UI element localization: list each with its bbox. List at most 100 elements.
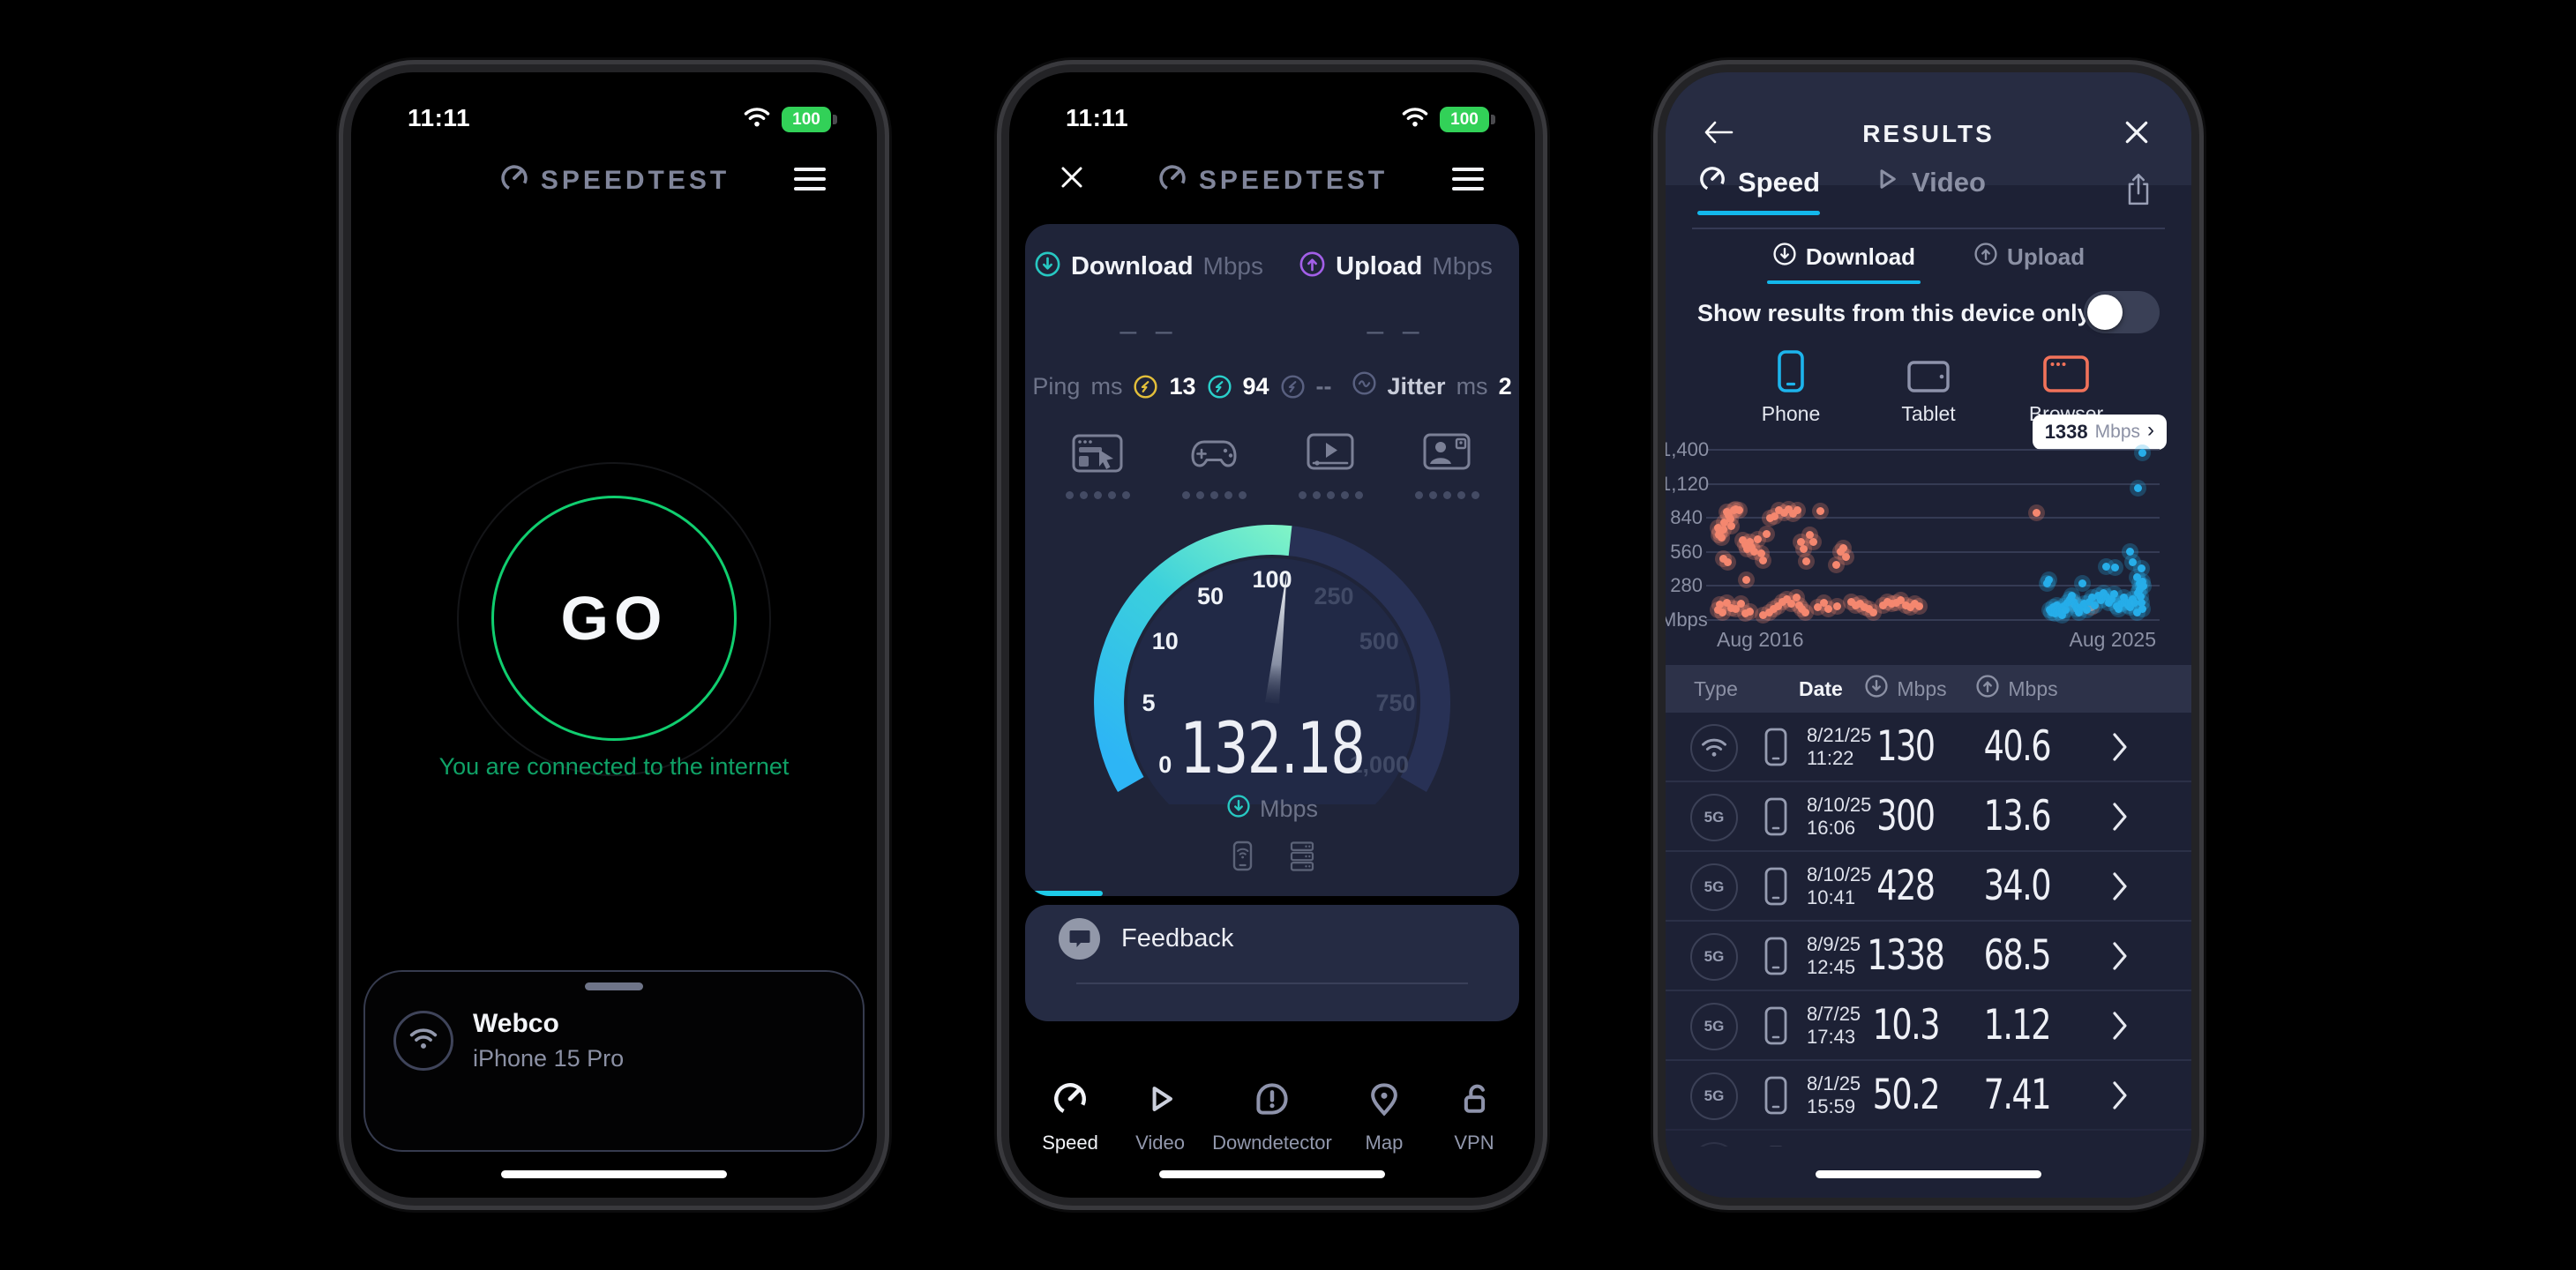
scatter-point [1778,597,1787,606]
filter-phone[interactable]: Phone [1747,350,1835,426]
download-circle-icon [1772,242,1797,273]
scatter-point [1861,603,1869,612]
share-icon[interactable] [2123,171,2154,211]
result-row[interactable]: 5G 3007.4 [1666,1129,2191,1147]
menu-icon[interactable] [1452,168,1484,197]
result-row[interactable]: 5G 8/10/25 10:41 428 34.0 [1666,850,2191,920]
go-button[interactable]: GO [491,496,737,741]
speedtest-running-screen: 11:11 100 SPEEDTEST Download [1009,72,1535,1198]
device-only-toggle[interactable] [2084,291,2160,333]
gridline [1706,585,2160,587]
scatter-point [1727,522,1736,531]
subtab-download[interactable]: Download [1766,242,1921,284]
scatter-point [1741,575,1750,584]
home-indicator[interactable] [501,1170,727,1178]
scatter-point [1869,608,1878,616]
scatter-point [2033,508,2041,517]
download-value-placeholder: – – [1120,314,1178,347]
subtab-upload[interactable]: Upload [1973,242,2085,284]
network-card[interactable]: Webco iPhone 15 Pro [363,970,865,1152]
nav-item-map[interactable]: Map [1346,1080,1422,1154]
nav-item-vpn[interactable]: VPN [1436,1080,1512,1154]
drag-handle[interactable] [585,982,643,990]
result-row[interactable]: 5G 8/7/25 17:43 10.3 1.12 [1666,990,2191,1059]
scatter-point [2077,603,2086,612]
scatter-point [2058,610,2067,619]
scatter-point [2134,484,2143,493]
col-date: Date [1799,677,1843,700]
scatter-point [1719,525,1727,534]
toggle-label: Show results from this device only [1697,300,2091,326]
scatter-point [2111,563,2120,572]
gauge-tick-label: 250 [1314,583,1353,609]
nav-item-video[interactable]: Video [1122,1080,1198,1154]
result-date: 8/1/25 15:59 [1807,1072,1861,1117]
scatter-point [1750,548,1758,557]
max-speed-badge[interactable]: 1338 Mbps › [2032,415,2167,450]
result-row[interactable]: 5G 8/1/25 15:59 50.2 7.41 [1666,1059,2191,1129]
scatter-point [1833,602,1842,611]
divider [1692,228,2165,229]
gridline [1706,619,2160,621]
download-latency-icon [1207,374,1232,400]
upload-value: 1.12 [1983,1001,2051,1050]
home-indicator[interactable] [1159,1170,1385,1178]
scatter-point [2133,572,2141,581]
gamepad-icon [1186,430,1242,481]
results-tabs: Speed Video [1697,164,1986,215]
result-row[interactable]: 5G 8/9/25 12:45 1338 68.5 [1666,920,2191,990]
activity-streaming[interactable] [1288,430,1373,499]
scatter-point [2091,601,2100,609]
scatter-point [1739,536,1748,545]
speedtest-logo: SPEEDTEST [1009,162,1535,198]
nav-item-speed[interactable]: Speed [1032,1080,1108,1154]
scatter-point [1771,512,1779,521]
nav-item-downdetector[interactable]: Downdetector [1212,1080,1332,1154]
chevron-right-icon [2112,732,2128,766]
tab-video[interactable]: Video [1871,164,1986,215]
chevron-right-icon [2112,871,2128,906]
phone-frame-right: RESULTS Speed Video Download [1653,60,2204,1210]
speed-test-card: Download Mbps Upload Mbps – – – – Ping m… [1025,224,1519,896]
gauge-tick-label: 10 [1152,628,1179,654]
app-header: SPEEDTEST [1009,162,1535,203]
divider [1076,982,1468,984]
download-circle-icon [1864,674,1889,704]
menu-icon[interactable] [794,168,826,197]
play-icon [1141,1080,1179,1123]
scatter-point [1799,544,1808,553]
scatter-point [1787,600,1796,609]
page-title: RESULTS [1862,120,1995,147]
results-scatter-chart[interactable]: 1338 Mbps › 1,400 1,120 840 560 280 Mbps Aug 2… [1666,415,2191,651]
feedback-button[interactable]: Feedback [1059,918,1233,960]
scatter-point [1788,510,1797,519]
result-row[interactable]: 5G 8/10/25 16:06 300 13.6 [1666,781,2191,850]
filter-tablet[interactable]: Tablet [1884,351,1973,426]
scatter-point [1741,609,1749,618]
speedtest-logo: SPEEDTEST [351,162,877,198]
go-outer-ring [457,462,771,776]
scatter-point [1823,604,1832,613]
scatter-point [1915,602,1924,611]
jitter-icon [1352,370,1377,402]
activity-gaming[interactable] [1172,430,1256,499]
5g-type-icon: 5G [1690,1072,1738,1120]
activity-conferencing[interactable] [1404,430,1489,499]
y-axis-label: 1,120 [1666,472,1710,495]
scatter-point [1906,603,1914,612]
close-icon[interactable] [1059,164,1085,195]
phone-type-icon [1763,796,1789,841]
result-row[interactable]: 8/21/25 11:22 130 40.6 [1666,713,2191,781]
scatter-point [1756,549,1765,558]
scatter-point [1715,601,1724,609]
back-icon[interactable] [1703,118,1734,151]
activity-browsing[interactable] [1055,430,1140,499]
upload-circle-icon [1299,250,1326,282]
tab-speed[interactable]: Speed [1697,164,1821,215]
phone-type-icon [1763,866,1789,911]
phone-type-icon [1763,1075,1789,1120]
home-indicator[interactable] [1816,1170,2041,1178]
feedback-card: Feedback [1025,905,1519,1021]
scatter-point [1723,598,1731,607]
close-icon[interactable] [2123,118,2151,151]
